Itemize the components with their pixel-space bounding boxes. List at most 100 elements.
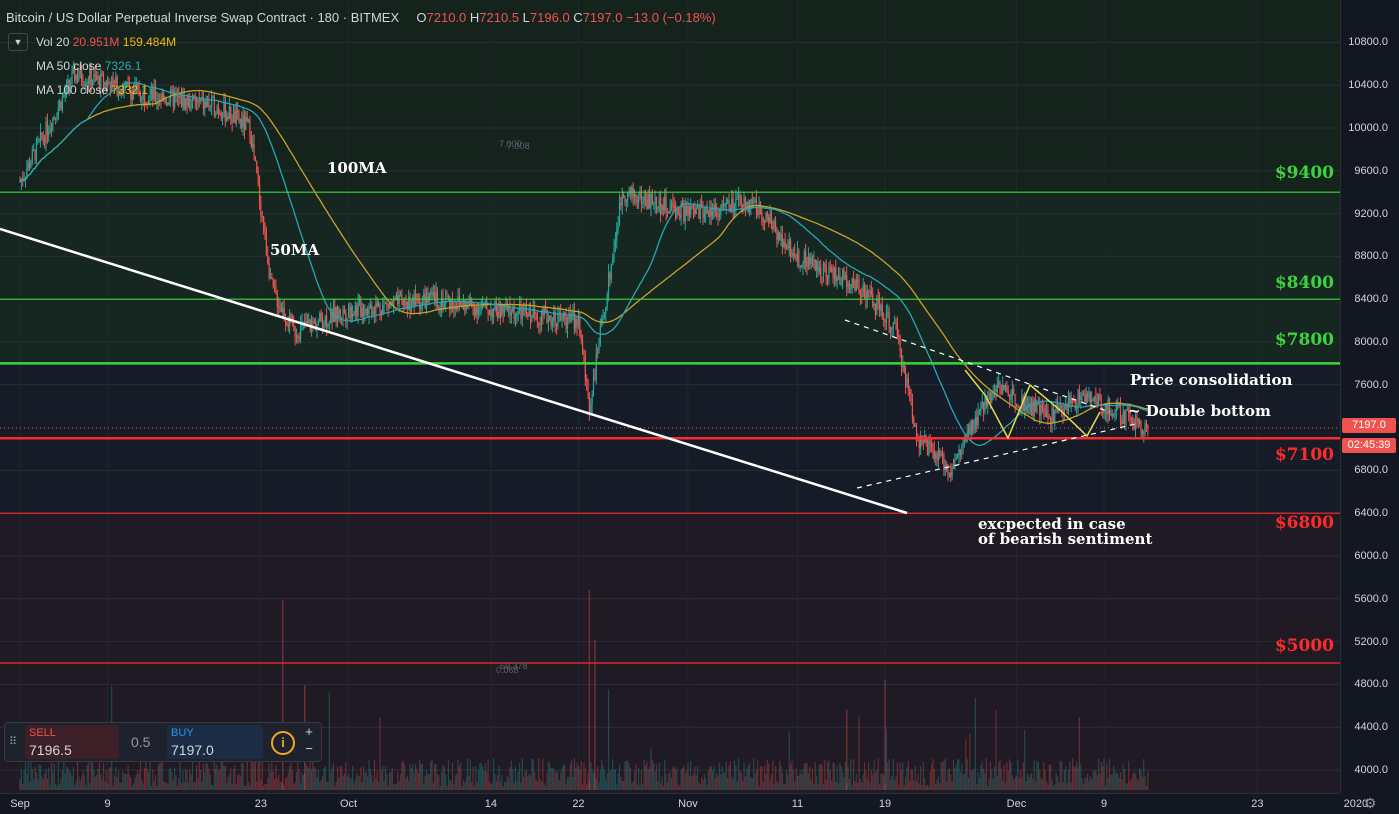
buy-button[interactable]: BUY 7197.0 — [167, 725, 263, 759]
volume-bar — [616, 784, 618, 790]
close-key: C — [573, 10, 583, 25]
price-axis[interactable]: 10800.0 10400.0 10000.0 9600.0 9200.0 8800.0 8… — [1340, 0, 1399, 793]
candle-body — [499, 303, 502, 316]
drag-handle-icon[interactable]: ⠿ — [9, 736, 18, 748]
sell-button[interactable]: SELL 7196.5 — [25, 725, 119, 759]
symbol-name[interactable]: Bitcoin / US Dollar Perpetual Inverse Sw… — [6, 10, 306, 25]
collapse-legend-button[interactable]: ▼ — [8, 33, 28, 51]
volume-bar — [807, 773, 809, 790]
volume-bar — [851, 784, 853, 790]
volume-bar — [868, 761, 870, 790]
ma50-line — [19, 82, 1149, 447]
volume-legend[interactable]: Vol 20 20.951M 159.484M — [36, 35, 176, 49]
candle-body — [644, 195, 647, 200]
volume-bar — [963, 774, 966, 790]
volume-bar — [944, 758, 946, 790]
volume-bar — [670, 777, 673, 790]
volume-bar — [610, 769, 612, 790]
volume-bar — [208, 768, 210, 790]
volume-bar — [34, 766, 36, 790]
open-key: O — [416, 10, 427, 25]
volume-bar — [197, 778, 199, 790]
volume-bar — [777, 782, 779, 790]
candle-body — [430, 291, 432, 293]
candle-body — [650, 194, 652, 208]
interval[interactable]: 180 — [317, 10, 340, 25]
volume-bar — [249, 785, 251, 790]
candle-body — [517, 310, 519, 313]
candle-body — [573, 311, 575, 329]
candle-body — [769, 213, 771, 223]
candle-body — [111, 77, 113, 93]
volume-bar — [466, 758, 469, 790]
volume-bar — [768, 763, 770, 790]
volume-bar — [618, 764, 621, 790]
candle-body — [824, 264, 826, 267]
volume-bar — [569, 763, 571, 790]
volume-bar — [817, 783, 819, 790]
candle-body — [462, 300, 465, 308]
volume-bar — [23, 770, 25, 790]
candle-body — [364, 313, 366, 316]
volume-bar — [540, 781, 543, 790]
price-chart-svg[interactable] — [0, 0, 1340, 793]
candle-body — [520, 304, 522, 320]
volume-bar — [590, 761, 592, 790]
candle-body — [941, 453, 944, 455]
chart-area[interactable] — [0, 0, 1340, 793]
candle-body — [707, 211, 710, 217]
volume-bar — [913, 780, 915, 790]
candle-body — [31, 150, 33, 163]
triangle-upper-line[interactable] — [844, 319, 1111, 413]
volume-bar — [580, 760, 582, 790]
candle-body — [904, 372, 907, 387]
plus-icon[interactable]: + — [305, 724, 313, 739]
triangle-lower-line[interactable] — [856, 422, 1141, 489]
candle-body — [278, 306, 280, 308]
candle-body — [44, 138, 46, 143]
volume-bar — [480, 762, 482, 790]
volume-bar — [748, 763, 751, 790]
volume-bar — [461, 785, 463, 790]
volume-bar — [572, 776, 574, 790]
volume-bar — [602, 765, 604, 790]
volume-bar — [1082, 784, 1085, 790]
volume-bar — [1004, 782, 1007, 790]
volume-bar — [900, 769, 903, 790]
volume-bar — [1029, 774, 1031, 790]
volume-bar — [234, 765, 236, 790]
candle-body — [512, 307, 514, 312]
volume-bar — [736, 781, 738, 790]
volume-bar — [1114, 771, 1116, 790]
ma50-legend[interactable]: MA 50 close 7326.1 — [36, 59, 141, 73]
candle-body — [903, 363, 905, 373]
time-axis[interactable]: Sep 9 23 Oct 14 22 Nov 11 19 Dec 9 23 2020 — [0, 793, 1368, 814]
minus-icon[interactable]: − — [305, 741, 313, 756]
high-value: 7210.5 — [479, 10, 520, 25]
gear-icon[interactable]: ⚙ — [1364, 795, 1377, 811]
volume-bar — [1125, 783, 1127, 790]
volume-bar — [476, 781, 478, 790]
candle-body — [360, 299, 362, 317]
volume-bar — [146, 768, 148, 790]
candle-body — [538, 322, 540, 325]
info-icon[interactable]: i — [271, 731, 295, 755]
candle-body — [550, 316, 552, 326]
volume-bar — [727, 777, 729, 790]
candle-body — [761, 211, 763, 219]
volume-bar — [1085, 777, 1087, 790]
volume-bar — [63, 760, 65, 790]
volume-bar — [1067, 769, 1070, 790]
sell-price: 7196.5 — [29, 742, 72, 758]
double-bottom-pattern[interactable] — [964, 369, 1101, 440]
volume-bar — [970, 770, 972, 790]
volume-bar — [625, 761, 627, 790]
volume-bar — [211, 785, 213, 790]
volume-bar — [419, 760, 421, 790]
volume-bar — [941, 762, 944, 790]
ma100-legend[interactable]: MA 100 close 7332.1 — [36, 83, 148, 97]
volume-bar — [50, 762, 53, 790]
volume-bar — [967, 777, 970, 790]
trend-line[interactable] — [0, 227, 908, 515]
candle-body — [324, 315, 326, 325]
